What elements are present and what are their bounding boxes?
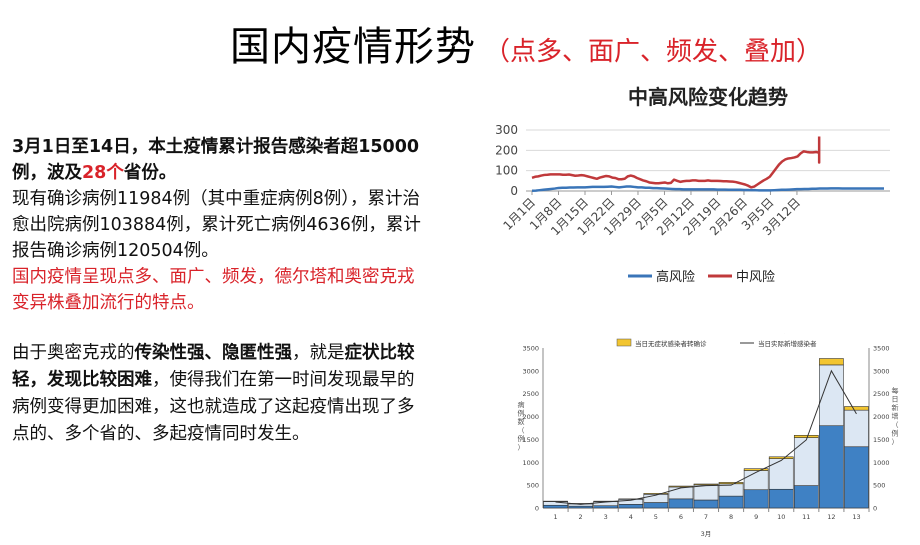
bar-segment — [844, 406, 869, 411]
x-tick-label: 12 — [827, 513, 835, 521]
bar-segment — [793, 437, 819, 486]
chart1-title: 中高风险变化趋势 — [628, 85, 788, 109]
series-line-high-risk — [531, 185, 884, 193]
x-tick-label: 1 — [553, 513, 557, 521]
legend-label: 中风险 — [736, 270, 775, 285]
bar-segment — [693, 499, 719, 509]
bar-segment — [618, 504, 644, 509]
x-tick-label: 9 — [754, 513, 758, 521]
analysis-text-e: ，使得我们在第一时间发现最早的病例变得更加困难，这也就造成了这起疫情出现了多点的… — [12, 370, 415, 444]
y-left-tick-label: 500 — [527, 482, 539, 490]
bar-segment — [743, 468, 769, 471]
x-tick-label: 3 — [604, 513, 608, 521]
y-tick-label: 100 — [495, 164, 518, 178]
analysis-emph-1: 传染性强、隐匿性强 — [134, 343, 293, 363]
y-left-tick-label: 3500 — [522, 345, 539, 353]
y-right-tick-label: 3500 — [873, 345, 890, 353]
y-left-tick-label: 2000 — [522, 413, 539, 421]
text-panel: 3月1日至14日，本土疫情累计报告感染者超15000例，波及28个省份。 现有确… — [12, 134, 427, 448]
bar-segment — [793, 435, 819, 438]
bar-segment — [593, 505, 619, 509]
legend-label: 当日实际新增感染者 — [758, 339, 817, 348]
legend-label: 高风险 — [656, 269, 695, 285]
bar-segment — [668, 498, 694, 509]
summary-paragraph: 3月1日至14日，本土疫情累计报告感染者超15000例，波及28个省份。 — [12, 134, 427, 186]
stats-paragraph: 现有确诊病例11984例（其中重症病例8例），累计治愈出院病例103884例，累… — [12, 189, 421, 261]
bar-segment — [819, 364, 844, 427]
y-left-tick-label: 3000 — [522, 367, 539, 375]
y-left-tick-label: 1500 — [522, 436, 539, 444]
summary-text-1: 3月1日至14日，本土疫情累计报告感染者超15000例，波及 — [12, 137, 420, 183]
bar-segment — [718, 482, 744, 485]
y-tick-label: 0 — [510, 184, 518, 198]
x-axis-label: 3月 — [701, 530, 712, 538]
slide-title: 国内疫情形势 （点多、面广、频发、叠加） — [230, 14, 822, 72]
legend-label: 当日新增无症状 — [758, 333, 804, 334]
bar-segment — [743, 470, 769, 491]
y-right-tick-label: 0 — [873, 505, 877, 513]
y-right-tick-label: 2500 — [873, 390, 890, 398]
y-tick-label: 200 — [495, 143, 518, 157]
y-right-tick-label: 2000 — [873, 413, 890, 421]
series-line-medium-risk — [531, 136, 821, 189]
bar-segment — [844, 446, 869, 509]
analysis-paragraph: 由于奥密克戎的传染性强、隐匿性强，就是症状比较轻，发现比较困难，使得我们在第一时… — [12, 340, 427, 448]
y-right-tick-label: 1000 — [873, 459, 890, 467]
province-count: 28个 — [82, 163, 124, 183]
risk-trend-chart: 中高风险变化趋势01002003001月1日1月8日1月15日1月22日1月29… — [495, 85, 890, 285]
x-tick-label: 8 — [729, 513, 733, 521]
x-tick-label: 5 — [654, 513, 658, 521]
y-right-tick-label: 500 — [873, 482, 885, 490]
bar-segment — [693, 483, 719, 486]
bar-segment — [543, 504, 568, 509]
y-right-tick-label: 1500 — [873, 436, 890, 444]
x-tick-label: 10 — [777, 513, 785, 521]
y-left-tick-label: 2500 — [522, 390, 539, 398]
x-tick-label: 6 — [679, 513, 683, 521]
x-tick-label: 7 — [704, 513, 708, 521]
x-tick-label: 11 — [802, 513, 810, 521]
daily-cases-chart: 当日新增确诊 当日新增无症状当日无症状感染者转确诊 当日实际新增感染者 0 0 500 50… — [518, 333, 899, 538]
title-main: 国内疫情形势 — [230, 24, 476, 70]
bar-segment — [819, 358, 844, 366]
bar-segment — [793, 485, 819, 509]
bar-segment — [693, 484, 719, 501]
analysis-text-a: 由于奥密克戎的 — [12, 343, 135, 363]
x-tick-label: 13 — [852, 513, 860, 521]
bar-segment — [819, 425, 844, 509]
bar-segment — [743, 489, 769, 509]
title-subtitle: （点多、面广、频发、叠加） — [484, 37, 823, 67]
legend-swatch — [616, 338, 632, 347]
legend-label: 当日无症状感染者转确诊 — [635, 339, 707, 348]
y-left-tick-label: 0 — [535, 505, 539, 513]
y-left-label: 病例数（例） — [518, 400, 525, 452]
bar-segment — [668, 486, 694, 500]
series-line-actual-new — [555, 369, 857, 505]
analysis-text-c: ，就是 — [292, 343, 345, 363]
bar-segment — [768, 488, 794, 509]
bar-segment — [768, 456, 794, 459]
x-tick-label: 4 — [629, 513, 633, 521]
y-right-tick-label: 3000 — [873, 367, 890, 375]
x-tick-label: 2 — [579, 513, 583, 521]
bar-segment — [643, 493, 669, 495]
bar-segment — [844, 409, 869, 448]
summary-text-2: 省份。 — [123, 163, 177, 183]
legend-label: 当日新增确诊 — [635, 333, 675, 334]
analysis-emph-2: 症状比较轻，发现比较困难 — [12, 343, 415, 390]
y-right-label: 每日新增（例） — [892, 386, 899, 446]
feature-paragraph: 国内疫情呈现点多、面广、频发，德尔塔和奥密克戎变异株叠加流行的特点。 — [12, 267, 415, 313]
y-left-tick-label: 1000 — [522, 459, 539, 467]
bar-segment — [718, 495, 744, 509]
bar-segment — [768, 458, 794, 490]
bar-segment — [643, 502, 669, 509]
y-tick-label: 300 — [495, 123, 518, 137]
